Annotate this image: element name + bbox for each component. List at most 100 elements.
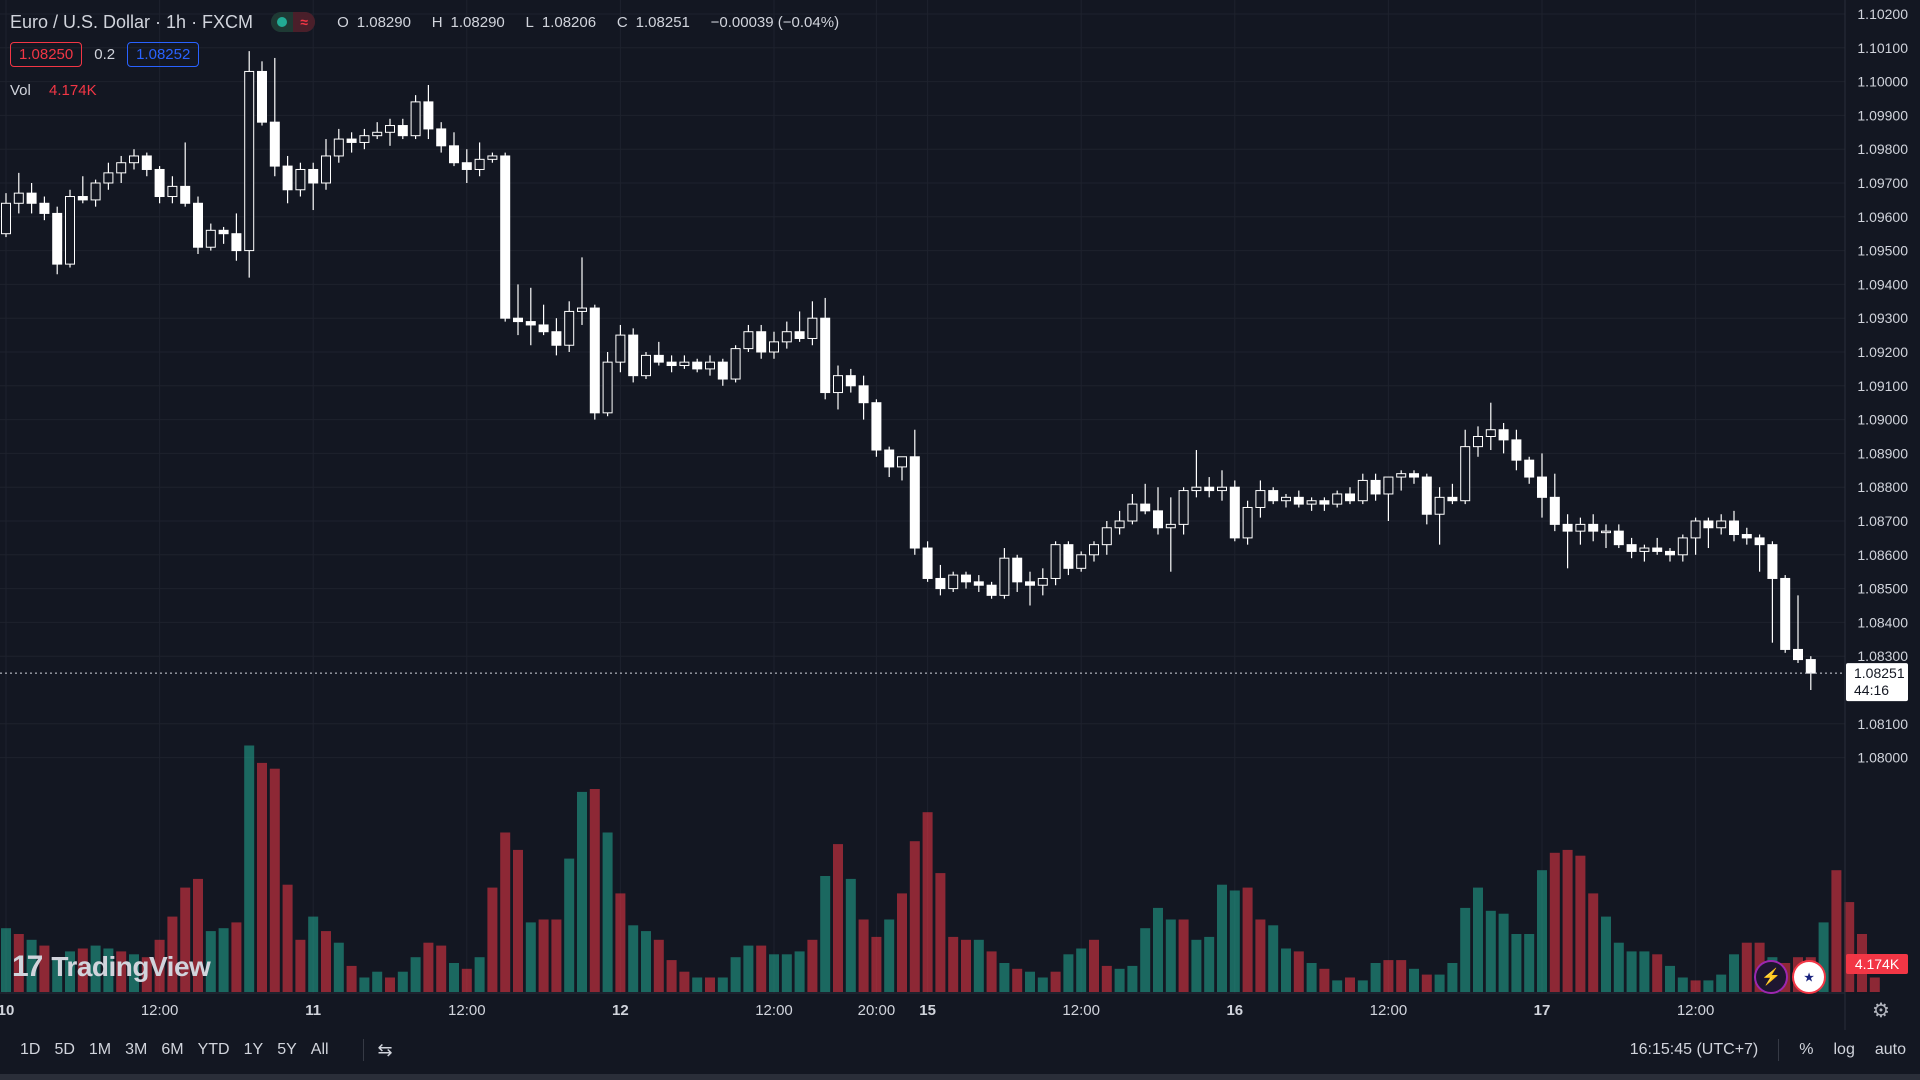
candle-body-down bbox=[436, 128, 447, 147]
volume-legend[interactable]: Vol 4.174K bbox=[10, 82, 97, 99]
range-1d[interactable]: 1D bbox=[20, 1041, 41, 1058]
symbol-title[interactable]: Euro / U.S. Dollar · 1h · FXCM bbox=[10, 11, 254, 32]
volume-bar bbox=[513, 849, 523, 992]
volume-bar bbox=[820, 876, 831, 992]
volume-bar bbox=[410, 957, 421, 992]
candle-body-down bbox=[269, 121, 280, 167]
candle-body-down bbox=[346, 138, 357, 143]
price-tick-label: 1.09300 bbox=[1857, 310, 1908, 326]
gear-icon[interactable]: ⚙ bbox=[1872, 1000, 1890, 1022]
candle-body-down bbox=[1012, 557, 1023, 583]
candle bbox=[1703, 517, 1714, 549]
range-all[interactable]: All bbox=[310, 1041, 329, 1058]
volume-bar bbox=[1345, 977, 1355, 992]
volume-bar bbox=[1549, 852, 1560, 992]
candle bbox=[77, 176, 88, 204]
volume-bar bbox=[845, 878, 856, 992]
candle-body-down bbox=[1780, 577, 1791, 650]
us-flag-icon[interactable]: ★ bbox=[1792, 960, 1826, 994]
volume-bar bbox=[52, 957, 63, 992]
time-axis[interactable]: 10 12:00 11 12:00 12 12:00 20:00 15 12:00 16 12:00… bbox=[0, 1002, 1714, 1019]
candle-body-down bbox=[1511, 439, 1522, 461]
candle-body-up bbox=[474, 158, 485, 170]
volume-bar bbox=[1703, 980, 1714, 992]
lightning-icon[interactable]: ⚡ bbox=[1754, 960, 1788, 994]
candle-body-up bbox=[167, 185, 178, 198]
market-status[interactable]: ≈ bbox=[271, 12, 316, 32]
candle-body-up bbox=[129, 155, 139, 164]
auto-toggle[interactable]: auto bbox=[1874, 1041, 1906, 1058]
price-axis[interactable]: 1.10200 1.10100 1.10000 1.09900 1.09800 1.097… bbox=[1857, 6, 1908, 766]
candle-body-down bbox=[922, 547, 933, 579]
candle bbox=[116, 155, 127, 183]
candle-body-down bbox=[1293, 496, 1304, 505]
volume-bar bbox=[154, 939, 165, 992]
candle-body-up bbox=[205, 229, 216, 248]
candle bbox=[90, 179, 101, 207]
price-tick-label: 1.10000 bbox=[1857, 74, 1908, 90]
candle-body-up bbox=[564, 310, 575, 346]
date-range-icon[interactable]: ⇆ bbox=[377, 1039, 393, 1060]
candle-body-down bbox=[1409, 473, 1419, 478]
tradingview-logo[interactable]: 17 TradingView bbox=[12, 950, 211, 984]
candle bbox=[615, 324, 626, 373]
range-ytd[interactable]: YTD bbox=[197, 1041, 230, 1058]
candle bbox=[1626, 537, 1637, 559]
volume-bar bbox=[1, 928, 11, 992]
price-tick-label: 1.09700 bbox=[1857, 175, 1908, 191]
volume-bar bbox=[1460, 907, 1471, 992]
candle-body-up bbox=[1178, 490, 1189, 525]
volume-bar bbox=[1434, 974, 1445, 992]
candle-body-down bbox=[756, 331, 767, 353]
candle-body-down bbox=[973, 581, 984, 586]
candle bbox=[1050, 541, 1061, 586]
range-3m[interactable]: 3M bbox=[125, 1041, 148, 1058]
volume-bar bbox=[628, 925, 639, 992]
volume-bar bbox=[193, 878, 203, 992]
candle bbox=[1690, 517, 1701, 555]
volume-bar bbox=[551, 919, 562, 992]
candle bbox=[1767, 541, 1778, 643]
candle-body-up bbox=[244, 70, 255, 252]
candle bbox=[769, 331, 779, 359]
candle bbox=[129, 149, 139, 170]
candle-body-up bbox=[295, 168, 306, 191]
volume-bar bbox=[653, 939, 664, 992]
candle-body-down bbox=[154, 168, 165, 198]
range-5y[interactable]: 5Y bbox=[277, 1041, 297, 1058]
buy-button[interactable]: 1.08252 bbox=[127, 42, 200, 67]
volume-bar bbox=[65, 951, 75, 992]
volume-value: 4.174K bbox=[49, 82, 97, 99]
price-tick-label: 1.08800 bbox=[1857, 479, 1908, 495]
candle bbox=[385, 118, 395, 146]
range-6m[interactable]: 6M bbox=[161, 1041, 184, 1058]
volume-bar bbox=[743, 945, 754, 992]
volume-bar bbox=[1831, 870, 1842, 992]
candle-body-up bbox=[999, 557, 1010, 596]
sell-button[interactable]: 1.08250 bbox=[10, 42, 83, 67]
candle-body-down bbox=[1025, 581, 1035, 586]
clock-text[interactable]: 16:15:45 (UTC+7) bbox=[1629, 1041, 1759, 1058]
candle-body-up bbox=[1639, 547, 1650, 552]
percent-toggle[interactable]: % bbox=[1799, 1041, 1814, 1058]
candle bbox=[807, 301, 818, 346]
candle bbox=[1, 193, 11, 238]
ohlc-open: O 1.08290 bbox=[337, 14, 411, 31]
volume-bar bbox=[884, 919, 895, 992]
toolbar-separator bbox=[362, 1039, 364, 1061]
candle-body-down bbox=[1268, 490, 1279, 502]
range-5d[interactable]: 5D bbox=[54, 1041, 75, 1058]
log-toggle[interactable]: log bbox=[1833, 1041, 1855, 1058]
candle bbox=[909, 429, 920, 555]
price-chart[interactable]: 1.10200 1.10100 1.10000 1.09900 1.09800 1.097… bbox=[0, 0, 1920, 1030]
candle bbox=[231, 213, 242, 261]
candle-body-down bbox=[193, 202, 203, 248]
volume-bar bbox=[769, 954, 779, 992]
candle bbox=[1601, 524, 1611, 549]
range-1m[interactable]: 1M bbox=[88, 1041, 112, 1058]
candle-body-down bbox=[1229, 486, 1240, 539]
candle bbox=[1665, 548, 1675, 562]
volume-bar bbox=[436, 945, 447, 992]
range-1y[interactable]: 1Y bbox=[243, 1041, 264, 1058]
volume-bar bbox=[833, 844, 843, 992]
